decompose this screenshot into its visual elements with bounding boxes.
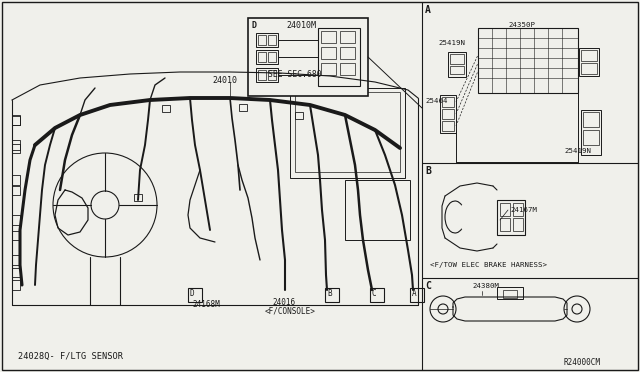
Bar — [290, 88, 405, 178]
Bar — [581, 50, 597, 61]
Text: D: D — [190, 289, 195, 298]
Text: 25419N: 25419N — [438, 40, 465, 46]
Text: 24028Q- F/LTG SENSOR: 24028Q- F/LTG SENSOR — [18, 352, 123, 361]
Bar — [448, 52, 466, 77]
Bar — [581, 110, 601, 155]
Bar — [345, 180, 410, 240]
Bar — [12, 144, 20, 153]
Bar — [450, 54, 464, 64]
Text: 24350P: 24350P — [508, 22, 535, 28]
Text: B: B — [327, 289, 332, 298]
Bar — [12, 268, 20, 277]
Bar — [442, 121, 454, 131]
Bar — [256, 50, 278, 64]
Bar — [12, 140, 20, 150]
Bar — [503, 290, 517, 298]
Bar — [442, 109, 454, 119]
Bar — [500, 218, 510, 231]
Bar — [295, 112, 303, 119]
Text: R24000CM: R24000CM — [564, 358, 601, 367]
Text: C: C — [372, 289, 376, 298]
Bar — [340, 47, 355, 59]
Bar — [410, 288, 424, 302]
Bar — [258, 52, 266, 62]
Bar — [321, 47, 336, 59]
Bar — [583, 112, 599, 127]
Bar — [370, 288, 384, 302]
Text: 24010M: 24010M — [286, 21, 316, 30]
Bar — [318, 28, 360, 86]
Bar — [340, 31, 355, 43]
Bar — [497, 200, 525, 235]
Bar — [268, 70, 276, 80]
Text: 25419N: 25419N — [564, 148, 591, 154]
Text: C: C — [425, 281, 431, 291]
Bar — [583, 130, 599, 145]
Bar — [321, 63, 336, 75]
Bar — [478, 28, 578, 93]
Text: 24167M: 24167M — [510, 207, 537, 213]
Bar — [513, 218, 523, 231]
Bar — [12, 175, 20, 185]
Text: D: D — [251, 21, 256, 30]
Bar — [325, 288, 339, 302]
Text: 24016: 24016 — [272, 298, 295, 307]
Bar — [12, 186, 20, 195]
Bar — [256, 68, 278, 82]
Bar — [258, 35, 266, 45]
Bar — [268, 52, 276, 62]
Bar — [12, 215, 20, 225]
Bar — [239, 104, 247, 111]
Bar — [295, 92, 400, 172]
Text: A: A — [412, 289, 417, 298]
Bar — [450, 66, 464, 74]
Bar — [248, 18, 368, 96]
Text: SEE SEC.680: SEE SEC.680 — [268, 70, 322, 79]
Text: B: B — [425, 166, 431, 176]
Bar — [188, 288, 202, 302]
Bar — [134, 194, 142, 201]
Bar — [256, 33, 278, 47]
Bar — [340, 63, 355, 75]
Bar — [258, 70, 266, 80]
Text: 24380M: 24380M — [472, 283, 499, 289]
Bar — [321, 31, 336, 43]
Bar — [12, 255, 20, 265]
Bar — [513, 203, 523, 216]
Bar — [440, 95, 456, 133]
Text: 25464: 25464 — [425, 98, 447, 104]
Bar — [12, 280, 20, 290]
Text: <F/CONSOLE>: <F/CONSOLE> — [265, 307, 316, 316]
Text: 24168M: 24168M — [192, 300, 220, 309]
Bar — [442, 97, 454, 107]
Bar — [268, 35, 276, 45]
Bar — [581, 63, 597, 74]
Bar — [162, 105, 170, 112]
Text: 24010: 24010 — [212, 76, 237, 85]
Bar — [12, 231, 20, 240]
Bar — [497, 287, 523, 299]
Text: <F/TOW ELEC BRAKE HARNESS>: <F/TOW ELEC BRAKE HARNESS> — [430, 262, 547, 268]
Bar — [12, 116, 20, 125]
Bar — [500, 203, 510, 216]
Text: A: A — [425, 5, 431, 15]
Bar — [579, 48, 599, 76]
Bar — [12, 115, 20, 125]
